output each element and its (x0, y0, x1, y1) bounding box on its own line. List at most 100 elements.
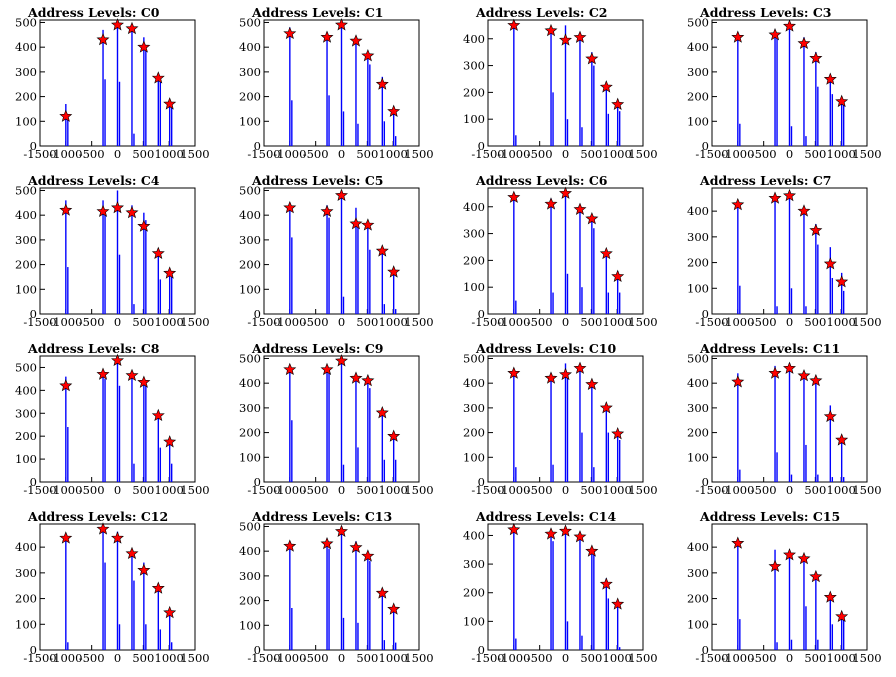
chart-title: Address Levels: C14 (475, 509, 617, 524)
x-tick-label: 0 (114, 315, 121, 329)
peak-star-marker (611, 597, 625, 610)
x-tick-label: -500 (527, 315, 553, 329)
y-tick-label: 100 (687, 281, 709, 295)
peak-star-marker (125, 368, 139, 381)
x-tick-label: -1000 (273, 651, 306, 665)
x-tick-label: 500 (356, 651, 378, 665)
x-tick-label: 1000 (379, 315, 408, 329)
y-tick-label: 200 (15, 258, 37, 272)
y-tick-label: 100 (15, 452, 37, 466)
x-tick-label: 1500 (628, 315, 657, 329)
peak-star-marker (111, 18, 124, 31)
peak-star-marker (731, 30, 745, 43)
peak-star-marker (585, 52, 599, 65)
x-tick-label: 1000 (827, 147, 856, 161)
x-tick-label: 1000 (827, 483, 856, 497)
peak-star-marker (283, 200, 297, 214)
y-tick-label: 100 (239, 282, 261, 296)
x-tick-label: 1500 (180, 147, 209, 161)
x-tick-label: -1500 (247, 483, 280, 497)
y-tick-label: 300 (687, 230, 709, 244)
peak-star-marker (585, 377, 599, 390)
chart-title: Address Levels: C15 (699, 509, 840, 524)
peak-star-marker (361, 218, 375, 231)
chart-panel: Address Levels: C30100200300400500-1500-… (687, 5, 882, 161)
y-tick-label: 500 (239, 519, 261, 533)
chart-panel: Address Levels: C14 0 100 200 300 400 -1500-10… (463, 509, 658, 665)
x-tick-label: -1000 (273, 483, 306, 497)
x-tick-label: -500 (751, 315, 777, 329)
x-tick-label: -1000 (721, 147, 754, 161)
peak-star-marker (137, 40, 151, 53)
peak-star-marker (151, 71, 165, 84)
x-tick-label: 1500 (404, 147, 433, 161)
x-tick-label: 0 (562, 483, 569, 497)
y-tick-label: 100 (463, 450, 485, 464)
peak-star-marker (823, 257, 837, 270)
x-tick-label: -1000 (49, 315, 82, 329)
y-tick-label: 500 (463, 351, 485, 365)
x-tick-label: 500 (132, 651, 154, 665)
y-tick-label: 300 (15, 233, 37, 247)
peak-star-marker (375, 586, 389, 599)
peak-star-marker (599, 401, 613, 414)
y-tick-label: 200 (687, 592, 709, 606)
peak-star-marker (611, 97, 625, 110)
y-tick-label: 300 (15, 566, 37, 580)
x-tick-label: 500 (804, 483, 826, 497)
peak-star-marker (559, 186, 572, 199)
x-tick-label: 1500 (404, 651, 433, 665)
y-tick-label: 400 (687, 540, 709, 554)
x-tick-label: 0 (562, 315, 569, 329)
chart-title: Address Levels: C11 (699, 341, 840, 356)
peak-star-marker (320, 362, 334, 376)
x-tick-label: 500 (132, 315, 154, 329)
x-tick-label: 500 (804, 315, 826, 329)
peak-star-marker (507, 190, 521, 203)
y-tick-label: 0 (254, 307, 261, 321)
peak-star-marker (163, 266, 177, 279)
chart-panel: Address Levels: C40100200300400500-1500-… (15, 173, 210, 329)
peak-star-marker (59, 203, 73, 216)
x-tick-label: -500 (751, 483, 777, 497)
y-tick-label: 200 (687, 426, 709, 440)
x-tick-label: 1000 (603, 483, 632, 497)
y-tick-label: 100 (463, 280, 485, 294)
x-tick-label: -1000 (721, 315, 754, 329)
x-tick-label: 1500 (404, 315, 433, 329)
x-tick-label: 1500 (180, 315, 209, 329)
y-tick-label: 0 (30, 139, 37, 153)
peak-star-marker (96, 522, 110, 535)
peak-star-marker (544, 197, 558, 210)
peak-star-marker (111, 353, 124, 367)
chart-title: Address Levels: C9 (251, 341, 384, 356)
y-tick-label: 100 (239, 450, 261, 464)
x-tick-label: -500 (79, 147, 105, 161)
peak-star-marker (783, 548, 796, 561)
x-tick-label: 0 (562, 147, 569, 161)
peak-star-marker (835, 609, 849, 623)
y-tick-label: 200 (687, 90, 709, 104)
peak-star-marker (125, 21, 139, 35)
chart-title: Address Levels: C1 (251, 5, 384, 20)
peak-star-marker (611, 426, 625, 440)
y-tick-label: 200 (463, 253, 485, 267)
peak-star-marker (573, 361, 587, 374)
x-tick-label: -1500 (471, 147, 504, 161)
chart-panel: Address Levels: C7 0 100 200 300 400 -1500-100… (687, 173, 882, 329)
x-tick-label: -500 (79, 651, 105, 665)
x-tick-label: -500 (527, 651, 553, 665)
peak-star-marker (125, 546, 139, 560)
peak-star-marker (320, 536, 334, 550)
peak-star-marker (611, 269, 625, 282)
peak-star-marker (387, 429, 401, 442)
chart-panel: Address Levels: C10 0 100 200 300 400 500 -1500… (463, 341, 658, 497)
peak-star-marker (151, 408, 165, 422)
chart-panel: Address Levels: C10100200300400500-1500-… (239, 5, 434, 161)
y-tick-label: 100 (239, 114, 261, 128)
x-tick-label: 500 (580, 315, 602, 329)
x-tick-label: 500 (132, 147, 154, 161)
y-tick-label: 500 (239, 351, 261, 365)
y-tick-label: 400 (463, 528, 485, 542)
peak-star-marker (137, 563, 151, 576)
